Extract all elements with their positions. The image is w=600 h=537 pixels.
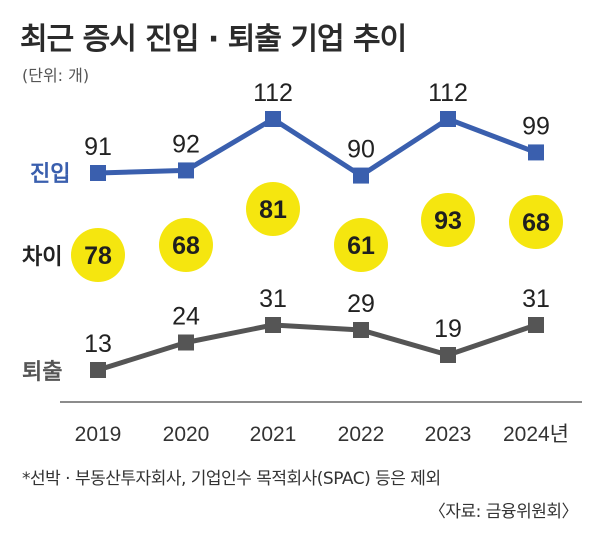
series-label-difference: 차이 <box>22 245 62 270</box>
unit-label: (단위: 개) <box>22 66 90 85</box>
footnote: *선박 · 부동산투자회사, 기업인수 목적회사(SPAC) 등은 제외 <box>22 469 441 489</box>
series-marker <box>528 144 544 161</box>
series-marker <box>265 317 281 333</box>
difference-label: 93 <box>434 207 462 235</box>
data-label: 90 <box>347 136 375 164</box>
x-tick-label: 2024년 <box>503 423 569 446</box>
data-label: 91 <box>84 133 112 161</box>
data-label: 19 <box>434 315 462 343</box>
x-tick-label: 2019 <box>75 423 122 446</box>
series-marker <box>440 347 456 363</box>
data-label: 31 <box>522 285 550 313</box>
series-line <box>97 116 537 179</box>
data-label: 92 <box>172 130 200 158</box>
series-layer: 91 92 112 90 112 99 13 24 31 29 19 31 <box>84 79 550 378</box>
data-label: 112 <box>428 79 468 107</box>
difference-label: 68 <box>172 232 200 260</box>
series-marker <box>440 111 456 127</box>
x-tick-label: 2021 <box>250 423 297 446</box>
difference-circle <box>421 193 475 247</box>
difference-circle <box>71 228 125 282</box>
difference-circle <box>246 182 300 236</box>
series-label-exit: 퇴출 <box>22 360 62 385</box>
series-marker <box>178 162 194 179</box>
x-tick-label: 2022 <box>338 423 385 446</box>
difference-layer: 78 68 81 61 93 68 <box>71 182 563 282</box>
data-label: 29 <box>347 290 375 318</box>
series-line <box>97 322 537 373</box>
data-label: 112 <box>253 79 293 107</box>
x-tick-label: 2023 <box>425 423 472 446</box>
x-tick-label: 2020 <box>163 423 210 446</box>
series-marker <box>178 334 194 351</box>
x-axis-ticks: 2019 2020 2021 2022 2023 2024년 <box>75 423 569 446</box>
series-marker <box>90 362 106 378</box>
difference-label: 78 <box>84 242 112 270</box>
data-label: 99 <box>522 112 550 140</box>
difference-circle <box>159 218 213 272</box>
data-label: 31 <box>259 285 287 313</box>
series-marker <box>528 317 544 333</box>
chart-title: 최근 증시 진입 · 퇴출 기업 추이 <box>20 22 407 57</box>
series-label-entry: 진입 <box>30 162 70 187</box>
difference-label: 68 <box>522 209 550 237</box>
difference-label: 61 <box>347 232 375 260</box>
series-marker <box>353 167 369 184</box>
series-marker <box>353 322 369 338</box>
source-note: 〈자료: 금융위원회〉 <box>428 502 579 522</box>
difference-circle <box>509 195 563 249</box>
series-marker <box>90 165 106 181</box>
difference-label: 81 <box>259 196 287 224</box>
difference-circle <box>334 218 388 272</box>
data-label: 13 <box>84 330 112 358</box>
data-label: 24 <box>172 303 200 331</box>
series-marker <box>265 111 281 127</box>
